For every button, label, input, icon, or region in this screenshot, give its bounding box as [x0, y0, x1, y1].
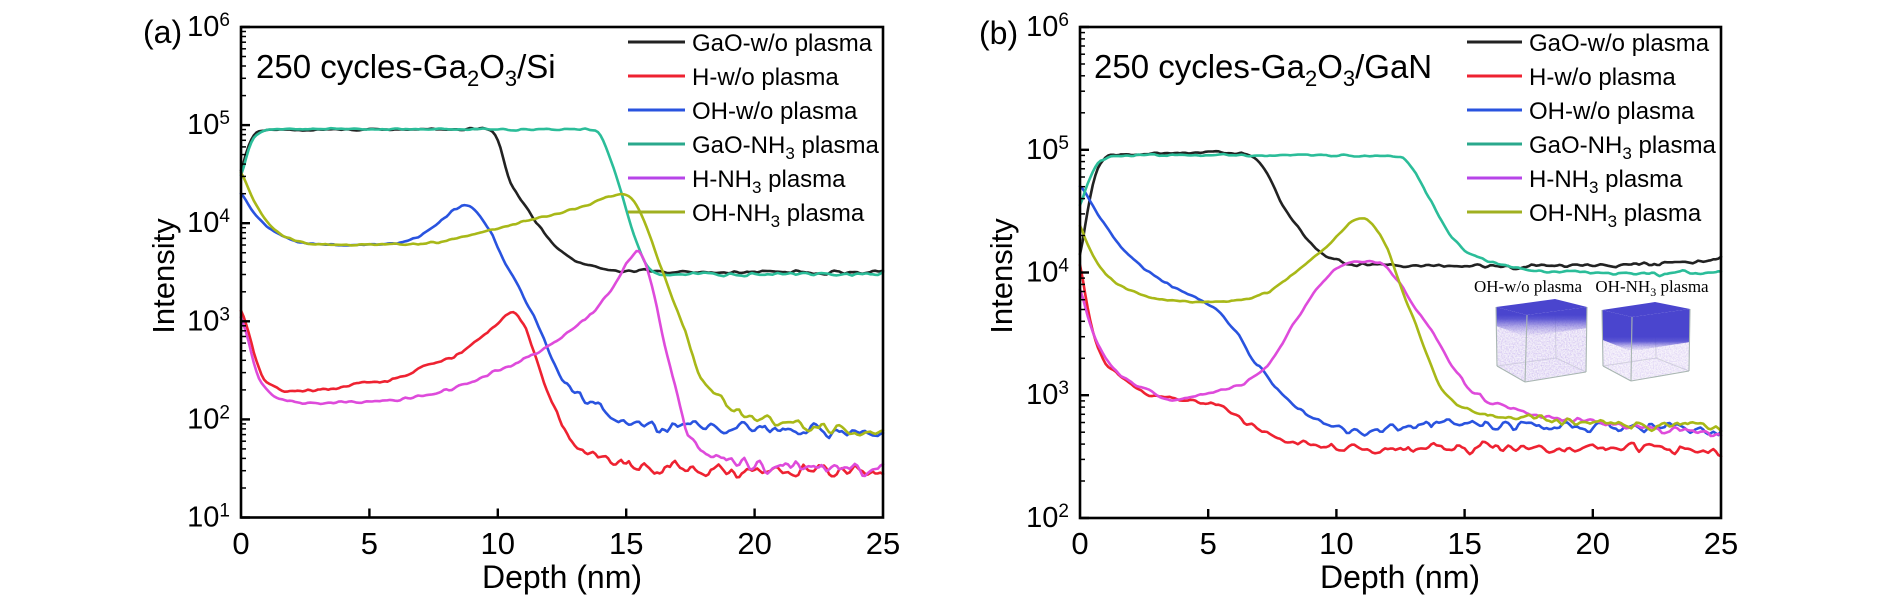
svg-text:GaO-w/o plasma: GaO-w/o plasma [1529, 30, 1710, 57]
svg-text:H-NH3 plasma: H-NH3 plasma [692, 166, 846, 197]
svg-text:0: 0 [232, 526, 249, 561]
svg-text:Depth (nm): Depth (nm) [482, 559, 642, 595]
svg-text:OH-w/o plasma: OH-w/o plasma [1529, 98, 1695, 125]
svg-text:H-w/o plasma: H-w/o plasma [1529, 64, 1676, 91]
svg-text:(a): (a) [143, 14, 182, 50]
svg-text:OH-NH3 plasma: OH-NH3 plasma [1595, 277, 1709, 299]
svg-text:5: 5 [1200, 526, 1217, 561]
svg-text:10: 10 [1319, 526, 1353, 561]
svg-text:GaO-NH3 plasma: GaO-NH3 plasma [1529, 132, 1717, 163]
svg-text:104: 104 [1026, 256, 1069, 289]
svg-text:250 cycles-Ga2O3/Si: 250 cycles-Ga2O3/Si [256, 48, 556, 91]
svg-text:OH-w/o plasma: OH-w/o plasma [1474, 277, 1583, 296]
svg-text:15: 15 [609, 526, 643, 561]
svg-text:10: 10 [481, 526, 515, 561]
svg-text:250 cycles-Ga2O3/GaN: 250 cycles-Ga2O3/GaN [1094, 48, 1432, 91]
svg-text:OH-NH3 plasma: OH-NH3 plasma [692, 200, 865, 231]
svg-text:(b): (b) [979, 15, 1018, 51]
svg-text:0: 0 [1071, 526, 1088, 561]
svg-text:H-NH3 plasma: H-NH3 plasma [1529, 166, 1683, 197]
svg-text:Depth (nm): Depth (nm) [1320, 559, 1480, 595]
svg-text:20: 20 [737, 526, 771, 561]
svg-text:5: 5 [361, 526, 378, 561]
svg-text:H-w/o plasma: H-w/o plasma [692, 64, 839, 91]
svg-text:15: 15 [1447, 526, 1481, 561]
svg-text:20: 20 [1576, 526, 1610, 561]
svg-text:25: 25 [866, 526, 900, 561]
svg-text:Intensity: Intensity [984, 218, 1019, 334]
svg-text:GaO-w/o plasma: GaO-w/o plasma [692, 30, 873, 57]
svg-text:Intensity: Intensity [146, 218, 181, 334]
svg-text:OH-w/o plasma: OH-w/o plasma [692, 98, 858, 125]
svg-text:25: 25 [1704, 526, 1738, 561]
